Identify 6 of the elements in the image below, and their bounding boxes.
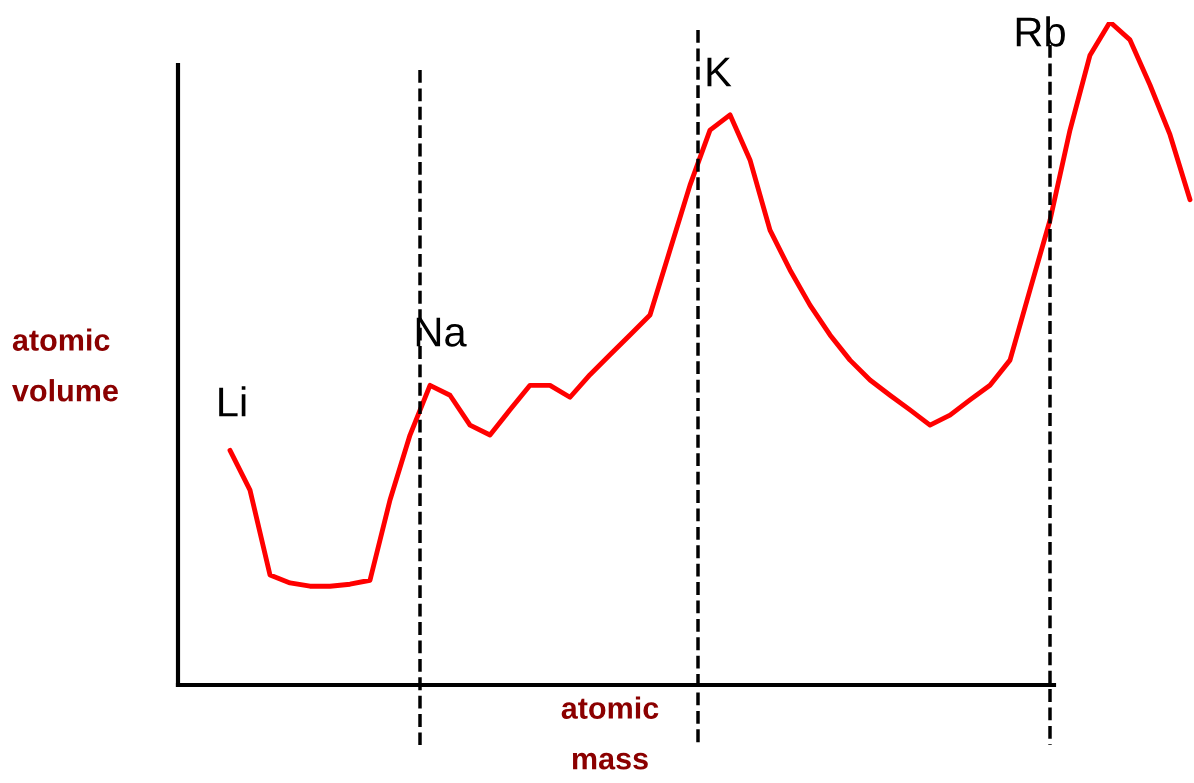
annotation: Na bbox=[416, 317, 467, 347]
x-axis-title: atomic mass bbox=[561, 696, 659, 770]
annotation: Rb bbox=[1016, 16, 1065, 47]
annotation: K bbox=[707, 57, 732, 87]
annotation: Li bbox=[219, 386, 246, 417]
y-axis-title: atomic volume bbox=[12, 328, 118, 402]
